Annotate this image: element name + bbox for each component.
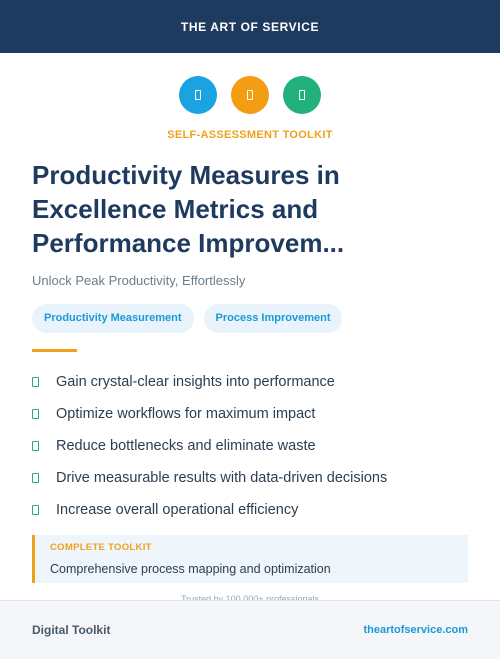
title-line: Productivity Measures in bbox=[32, 160, 340, 190]
title-line: Excellence Metrics and bbox=[32, 194, 319, 224]
footer-label: Digital Toolkit bbox=[32, 623, 111, 637]
footer-bar: Digital Toolkit theartofservice.com bbox=[0, 600, 500, 659]
list-item: Optimize workflows for maximum impact bbox=[32, 398, 472, 430]
callout-label: COMPLETE TOOLKIT bbox=[50, 542, 152, 553]
toolkit-callout: COMPLETE TOOLKIT Comprehensive process m… bbox=[32, 535, 468, 583]
accent-divider bbox=[32, 349, 77, 352]
tag-productivity-measurement: Productivity Measurement bbox=[32, 304, 194, 333]
trusted-note: Trusted by 100,000+ professionals bbox=[180, 594, 319, 600]
benefit-text: Optimize workflows for maximum impact bbox=[56, 406, 316, 422]
checklist-icon bbox=[283, 76, 321, 114]
benefit-list: Gain crystal-clear insights into perform… bbox=[32, 366, 472, 526]
list-item: Gain crystal-clear insights into perform… bbox=[32, 366, 472, 398]
list-item: Drive measurable results with data-drive… bbox=[32, 462, 472, 494]
benefit-text: Increase overall operational efficiency bbox=[56, 502, 299, 518]
brand-name: THE ART OF SERVICE bbox=[180, 19, 320, 34]
check-icon bbox=[32, 441, 39, 451]
list-item: Reduce bottlenecks and eliminate waste bbox=[32, 430, 472, 462]
check-icon bbox=[32, 409, 39, 419]
check-icon bbox=[32, 505, 39, 515]
benefit-text: Gain crystal-clear insights into perform… bbox=[56, 374, 335, 390]
tag-list: Productivity Measurement Process Improve… bbox=[32, 304, 343, 333]
title-line: Performance Improvem... bbox=[32, 228, 345, 258]
check-icon bbox=[32, 377, 39, 387]
feature-icons bbox=[0, 76, 500, 114]
document-icon bbox=[179, 76, 217, 114]
kicker-label: SELF-ASSESSMENT TOOLKIT bbox=[167, 129, 333, 141]
header-bar: THE ART OF SERVICE bbox=[0, 0, 500, 53]
benefit-text: Reduce bottlenecks and eliminate waste bbox=[56, 438, 316, 454]
website-link[interactable]: theartofservice.com bbox=[363, 624, 468, 636]
clipboard-icon bbox=[231, 76, 269, 114]
subtitle: Unlock Peak Productivity, Effortlessly bbox=[32, 273, 246, 288]
callout-text: Comprehensive process mapping and optimi… bbox=[50, 562, 331, 576]
list-item: Increase overall operational efficiency bbox=[32, 494, 472, 526]
tag-process-improvement: Process Improvement bbox=[203, 304, 343, 333]
check-icon bbox=[32, 473, 39, 483]
page-title: Productivity Measures in Excellence Metr… bbox=[32, 158, 472, 260]
benefit-text: Drive measurable results with data-drive… bbox=[56, 470, 388, 486]
